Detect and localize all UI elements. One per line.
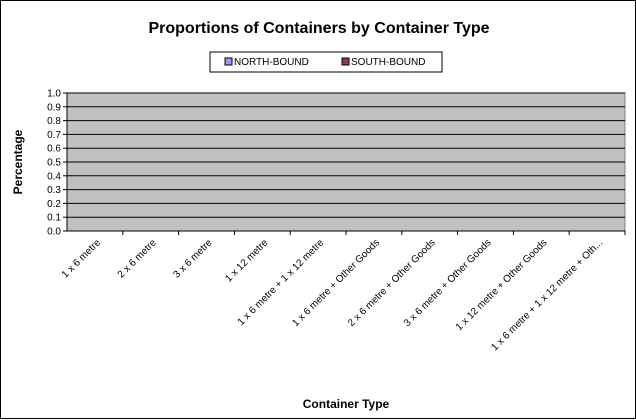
y-tick-label: 0.4: [47, 171, 61, 182]
legend-swatch-south-bound: [341, 57, 350, 66]
y-tick-label: 1.0: [47, 89, 61, 100]
y-tick-label: 0.1: [47, 213, 61, 224]
legend-label-north-bound: NORTH-BOUND: [234, 57, 309, 68]
legend: NORTH-BOUND SOUTH-BOUND: [209, 51, 443, 73]
legend-label-south-bound: SOUTH-BOUND: [351, 57, 425, 68]
x-tick-label: 1 x 12 metre: [223, 237, 270, 284]
x-axis: 1 x 6 metre 2 x 6 metre 3 x 6 metre 1 x 12 …: [60, 230, 626, 353]
x-tick-label: 1 x 6 metre + 1 x 12 metre + Oth...: [489, 237, 605, 353]
y-axis-title: Percentage: [11, 129, 25, 194]
y-tick-label: 0.8: [47, 116, 61, 127]
legend-box: [209, 51, 443, 73]
y-tick-label: 0.6: [47, 144, 61, 155]
y-tick-label: 0.7: [47, 130, 61, 141]
gridlines: [67, 92, 625, 218]
x-tick-label: 2 x 6 metre: [116, 237, 159, 280]
y-tick-label: 0.2: [47, 199, 61, 210]
chart-title: Proportions of Containers by Container T…: [148, 20, 489, 37]
y-tick-label: 0.9: [47, 102, 61, 113]
y-axis: 0.0 0.1 0.2 0.3 0.4 0.5 0.6 0.7 0.8 0.9 1.0: [47, 89, 68, 238]
legend-swatch-north-bound: [224, 57, 233, 66]
x-tick-label: 1 x 6 metre: [60, 237, 103, 280]
x-axis-title: Container Type: [303, 397, 390, 411]
y-tick-label: 0.0: [47, 227, 61, 238]
x-tick-label: 1 x 12 metre + Other Goods: [454, 237, 550, 333]
y-tick-label: 0.5: [47, 158, 61, 169]
y-tick-label: 0.3: [47, 185, 61, 196]
x-tick-label: 3 x 6 metre: [171, 237, 214, 280]
